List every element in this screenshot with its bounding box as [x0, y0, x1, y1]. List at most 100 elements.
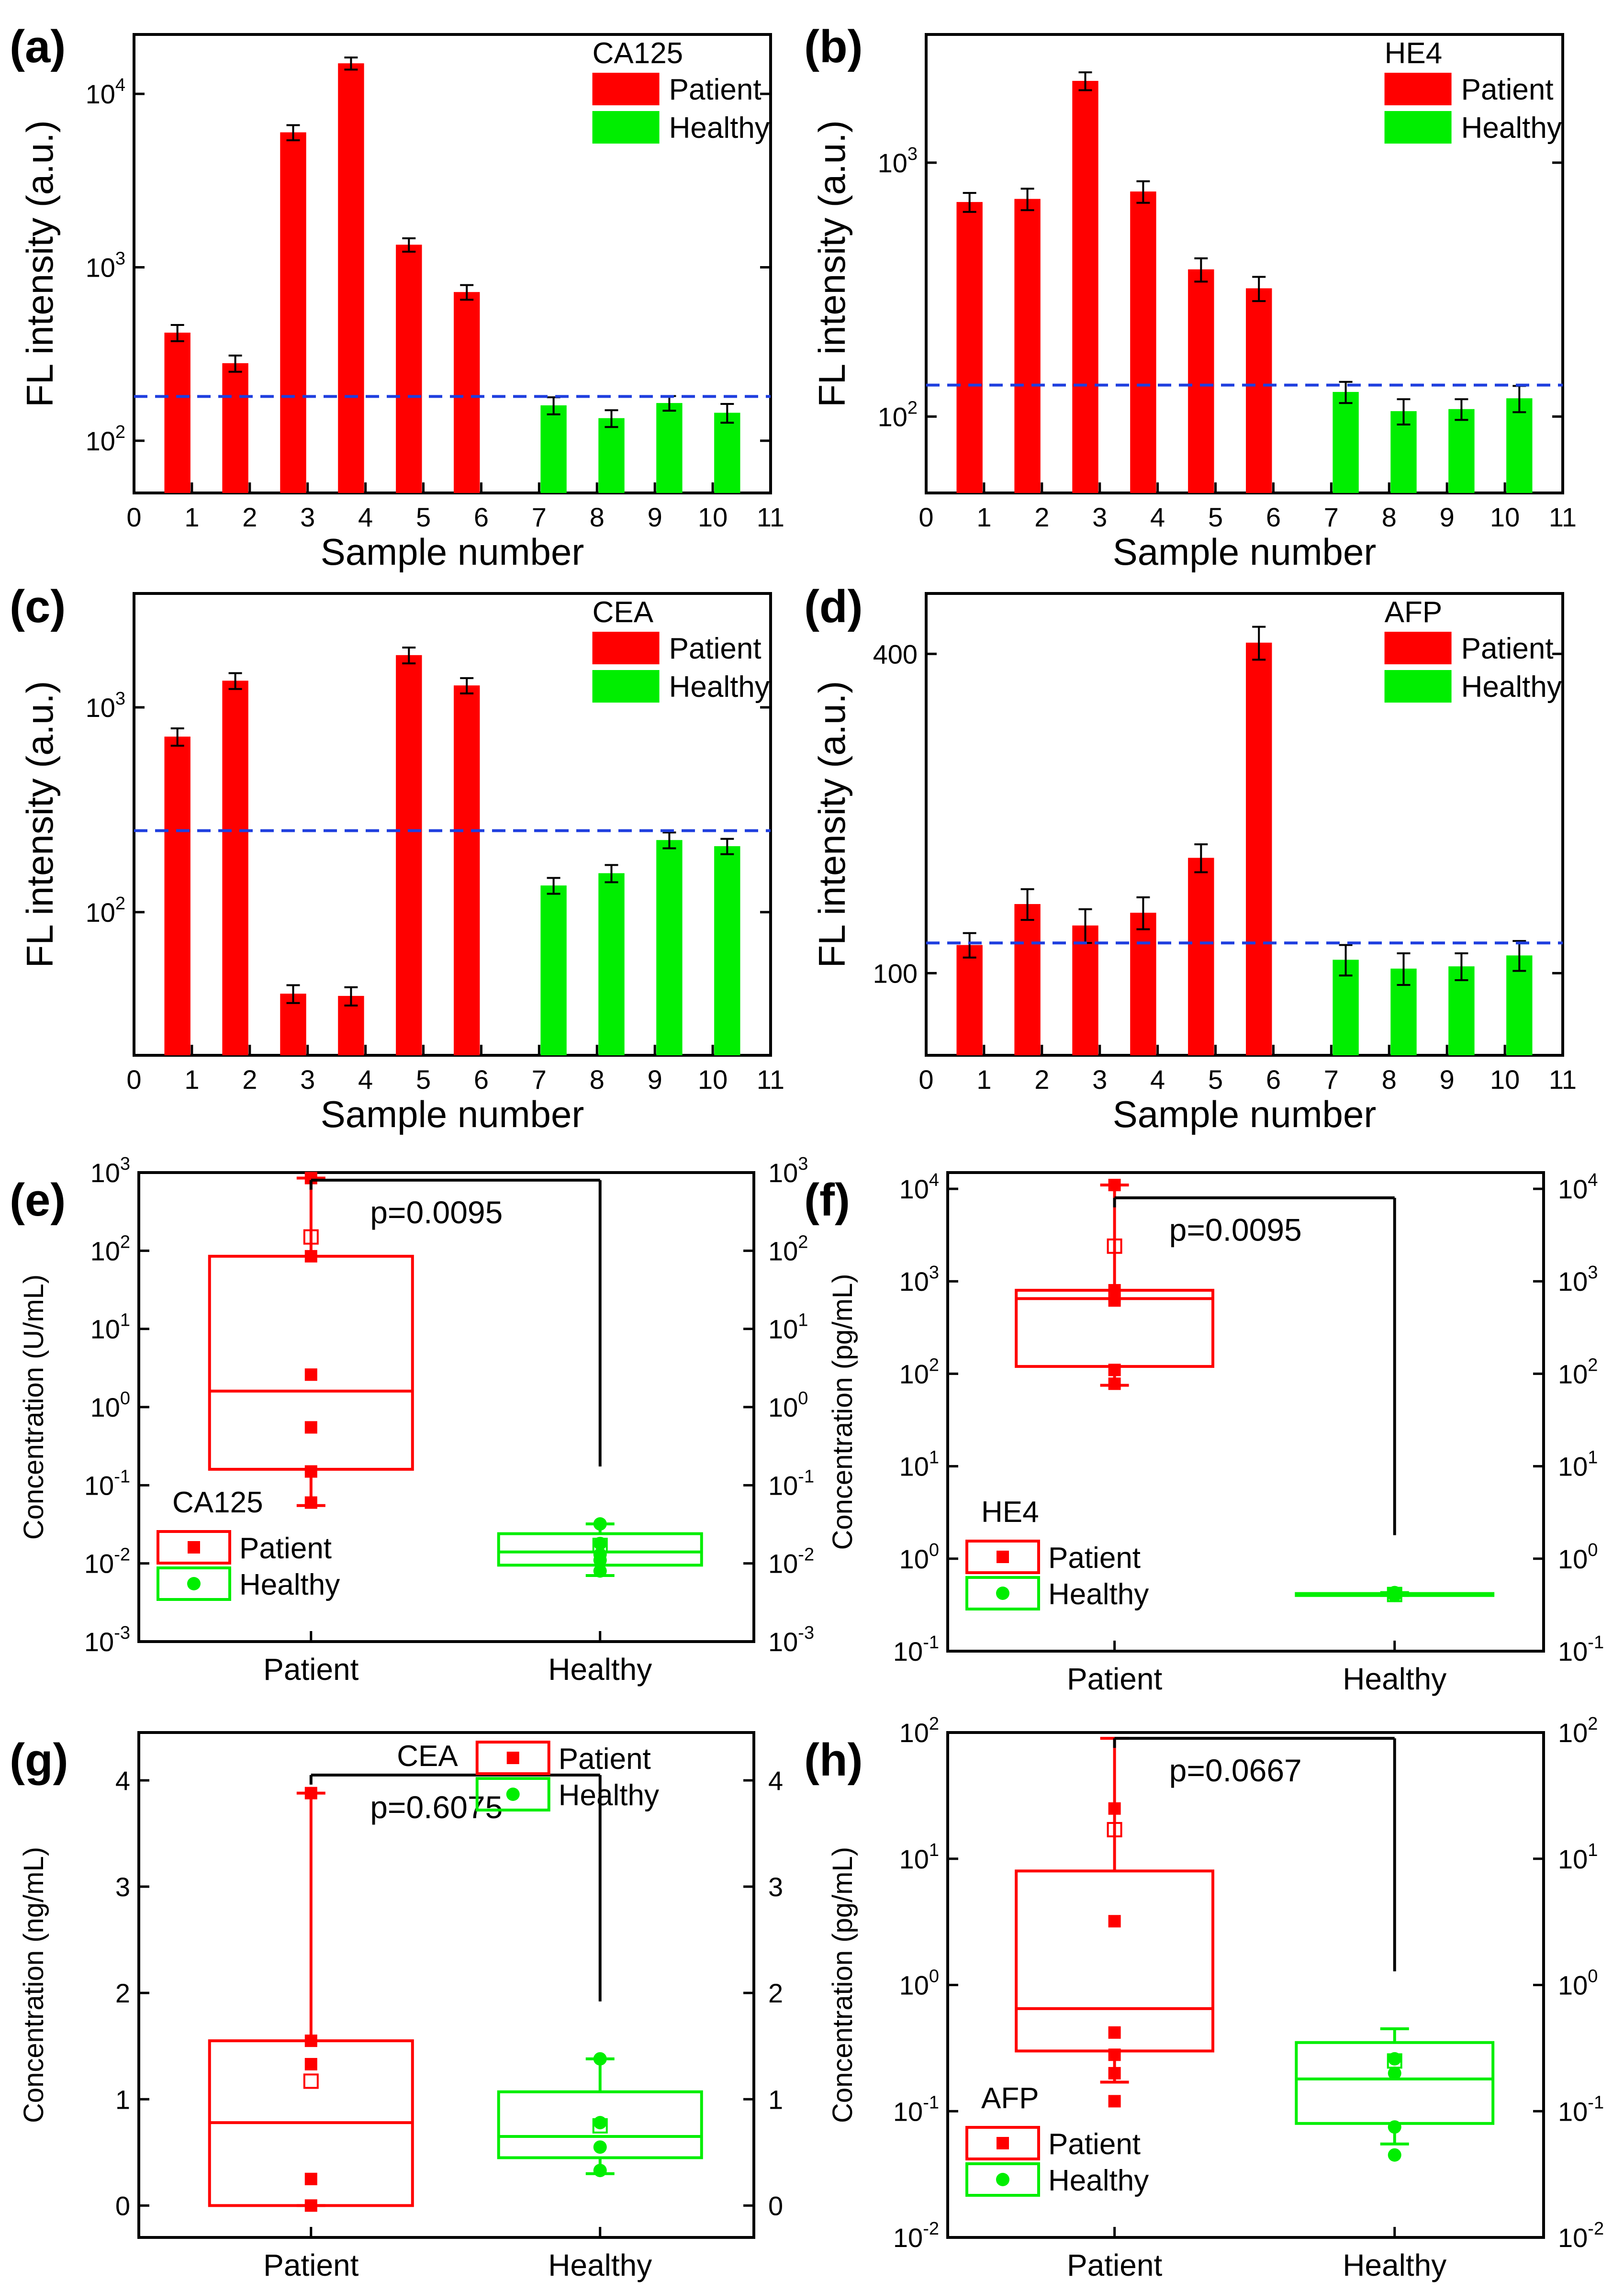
legend-swatch-patient [1384, 73, 1452, 105]
legend-swatch-patient [157, 1530, 231, 1565]
data-point [593, 1517, 607, 1531]
data-point [1108, 2067, 1121, 2080]
data-point [304, 2035, 317, 2047]
y-tick-label: 100 [899, 1540, 939, 1574]
panel-label: (a) [10, 21, 66, 72]
bar-sample-2 [1014, 199, 1041, 493]
legend-marker-healthy [506, 1788, 520, 1801]
plot-frame [925, 592, 1564, 1057]
x-axis-label: Sample number [1113, 1093, 1377, 1135]
y-axis-label: Concentration (pg/mL) [827, 1847, 858, 2123]
bar-sample-10 [714, 846, 740, 1055]
plot-frame [137, 1731, 755, 2239]
bar-sample-2 [222, 681, 248, 1055]
y-tick-label-right: 3 [768, 1872, 783, 1902]
data-point [593, 1536, 607, 1550]
category-label-patient: Patient [263, 2248, 358, 2282]
panel-c: (c) 102 103 FL intensity (a.u.) 0 1 2 3 4 5 6 7 8 9 10… [10, 581, 784, 1135]
bar-sample-5 [396, 655, 422, 1055]
y-tick-label: 100 [873, 958, 918, 988]
y-axis-label: FL intensity (a.u.) [811, 681, 853, 968]
x-tick-label: 11 [1549, 502, 1577, 532]
legend-marker-healthy [996, 1587, 1009, 1600]
legend-swatch-patient [592, 73, 660, 105]
bar-sample-5 [1188, 269, 1214, 493]
legend-swatch-healthy [157, 1566, 231, 1601]
x-tick-label: 2 [242, 1064, 257, 1095]
data-point [304, 2172, 317, 2185]
legend-title: HE4 [1385, 37, 1443, 70]
y-axis-label: Concentration (ng/mL) [18, 1847, 49, 2123]
box-healthy [1295, 2027, 1495, 2162]
bar-sample-2 [222, 363, 248, 493]
data-point [304, 1787, 317, 1800]
panel-label: (b) [804, 21, 863, 72]
y-tick-label: 4 [115, 1766, 130, 1796]
x-axis-label: Sample number [321, 1093, 584, 1135]
data-point [593, 2164, 607, 2178]
legend-label-healthy: Healthy [669, 671, 770, 704]
data-point [304, 2057, 317, 2070]
legend-title: CA125 [172, 1486, 263, 1519]
y-tick-label-right: 100 [768, 1388, 808, 1422]
y-tick-label-right: 10-1 [768, 1466, 814, 1500]
x-tick-label: 9 [1440, 502, 1455, 532]
y-tick-label: 102 [86, 422, 125, 456]
legend-label-patient: Patient [559, 1743, 651, 1776]
x-tick-label: 9 [1440, 1064, 1455, 1095]
box-healthy [497, 1517, 703, 1578]
y-tick-label-right: 104 [1558, 1170, 1598, 1204]
y-tick-label-right: 0 [768, 2191, 783, 2221]
category-label-healthy: Healthy [548, 2248, 652, 2282]
bar-sample-5 [396, 245, 422, 493]
legend-swatch-healthy [1384, 670, 1452, 703]
y-tick-label-right: 10-3 [768, 1623, 814, 1657]
x-tick-label: 1 [184, 1064, 199, 1095]
y-tick-label: 2 [115, 1978, 130, 2008]
x-tick-label: 10 [1490, 502, 1520, 532]
box-iqr [497, 2090, 703, 2159]
y-axis-label: FL intensity (a.u.) [811, 120, 853, 407]
panel-a: (a) 102 103 104 FL intensity (a.u.) 0 1 2 3 4 5 6 7 8… [10, 21, 784, 573]
legend-title: CEA [593, 596, 654, 629]
legend-label-patient: Patient [239, 1532, 332, 1565]
data-point [593, 2052, 607, 2066]
legend-title: AFP [981, 2082, 1039, 2115]
data-point [1108, 1802, 1121, 1815]
bar-sample-6 [1246, 642, 1272, 1055]
y-tick-label: 10-1 [893, 1632, 939, 1666]
data-point [304, 1465, 317, 1478]
data-point [1108, 1179, 1121, 1192]
legend-label-patient: Patient [669, 73, 762, 106]
x-tick-label: 9 [648, 1064, 662, 1095]
category-label-healthy: Healthy [1343, 1662, 1446, 1696]
y-tick-label-right: 10-2 [1558, 2219, 1604, 2253]
mean-marker [303, 1229, 319, 1245]
legend-label-healthy: Healthy [239, 1568, 340, 1601]
y-tick-label: 102 [878, 398, 918, 432]
y-tick-label: 100 [899, 1967, 939, 2001]
x-tick-label: 11 [757, 502, 784, 532]
legend-label-healthy: Healthy [1461, 671, 1562, 704]
data-point [1108, 2095, 1121, 2108]
y-tick-label: 103 [90, 1154, 130, 1188]
data-point [1108, 1364, 1121, 1376]
y-tick-label-right: 4 [768, 1766, 783, 1796]
y-tick-label-right: 103 [768, 1154, 808, 1188]
x-tick-label: 4 [1150, 1064, 1165, 1095]
x-tick-label: 0 [918, 502, 933, 532]
data-point [1388, 1588, 1401, 1602]
data-point [304, 1421, 317, 1434]
p-value: p=0.0095 [1169, 1212, 1302, 1248]
x-tick-label: 11 [1549, 1064, 1577, 1095]
y-tick-label-right: 10-1 [1558, 1632, 1604, 1666]
x-tick-label: 2 [242, 502, 257, 532]
x-tick-label: 5 [1208, 502, 1223, 532]
y-tick-label: 100 [90, 1388, 130, 1422]
bar-sample-1 [164, 333, 190, 493]
y-tick-label-right: 2 [768, 1978, 783, 2008]
bar-sample-6 [454, 685, 480, 1055]
y-tick-label-right: 100 [1558, 1967, 1598, 2001]
x-tick-label: 9 [648, 502, 662, 532]
